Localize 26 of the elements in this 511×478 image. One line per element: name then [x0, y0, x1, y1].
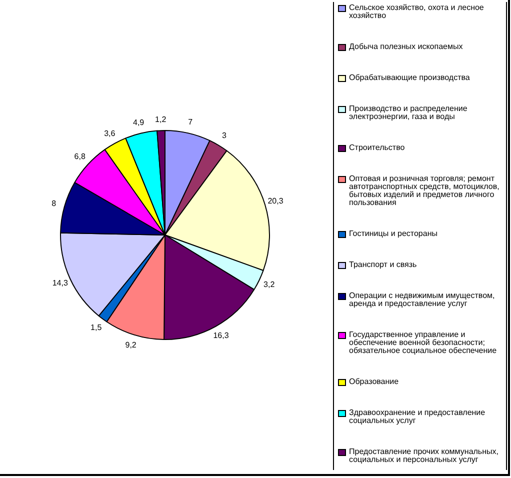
- data-label: 8: [52, 198, 57, 208]
- legend-label: Сельское хозяйство, охота и лесное хозяйство: [349, 3, 485, 20]
- legend-label: Предоставление прочих коммунальных, социальных и персональных услуг: [349, 447, 500, 464]
- data-label: 9,2: [125, 340, 137, 350]
- legend-label: Добыча полезных ископаемых: [349, 42, 463, 51]
- data-label: 6,8: [74, 152, 86, 162]
- legend-label: Операции с недвижимым имуществом, аренда и предоставление услуг: [349, 291, 496, 308]
- legend-label: Строительство: [349, 143, 405, 152]
- data-label: 1,5: [90, 322, 102, 332]
- legend-label: Гостиницы и рестораны: [349, 229, 438, 238]
- data-label: 1,2: [155, 114, 167, 124]
- legend-label: Транспорт и связь: [349, 260, 417, 269]
- legend-label: Государственное управление и обеспечение военной безопасности; обязательное социальное обеспечение: [349, 330, 498, 355]
- data-label: 7: [188, 118, 194, 127]
- legend-label: Здравоохранение и предоставление социальных услуг: [349, 408, 486, 425]
- data-label: 3,2: [264, 280, 276, 290]
- legend-label: Производство и распределение электроэнергии, газа и воды: [349, 104, 468, 121]
- data-label: 14,3: [52, 278, 68, 288]
- data-label: 4,9: [133, 118, 145, 127]
- legend-label: Оптовая и розничная торговля; ремонт автотранспортных средств, мотоциклов, бытовых изделий и предметов личного пользования: [349, 174, 500, 207]
- legend-label: Обрабатывающие производства: [349, 73, 470, 82]
- data-label: 3,6: [104, 128, 116, 138]
- data-label: 16,3: [213, 331, 230, 340]
- data-label: 20,3: [268, 196, 284, 206]
- data-label: 3: [222, 131, 227, 140]
- legend-label: Образование: [349, 377, 399, 386]
